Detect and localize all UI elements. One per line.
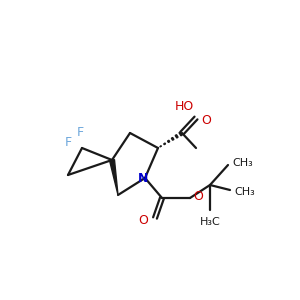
Polygon shape <box>175 135 178 138</box>
Text: F: F <box>76 125 84 139</box>
Text: N: N <box>138 172 148 185</box>
Polygon shape <box>168 140 170 142</box>
Polygon shape <box>110 160 118 195</box>
Text: O: O <box>138 214 148 227</box>
Polygon shape <box>179 132 182 136</box>
Text: HO: HO <box>174 100 194 113</box>
Text: CH₃: CH₃ <box>232 158 254 168</box>
Text: CH₃: CH₃ <box>235 187 255 197</box>
Polygon shape <box>164 143 166 145</box>
Text: F: F <box>64 136 72 148</box>
Polygon shape <box>171 137 174 140</box>
Text: O: O <box>201 115 211 128</box>
Text: H₃C: H₃C <box>200 217 220 227</box>
Text: O: O <box>193 190 203 202</box>
Polygon shape <box>160 146 161 147</box>
